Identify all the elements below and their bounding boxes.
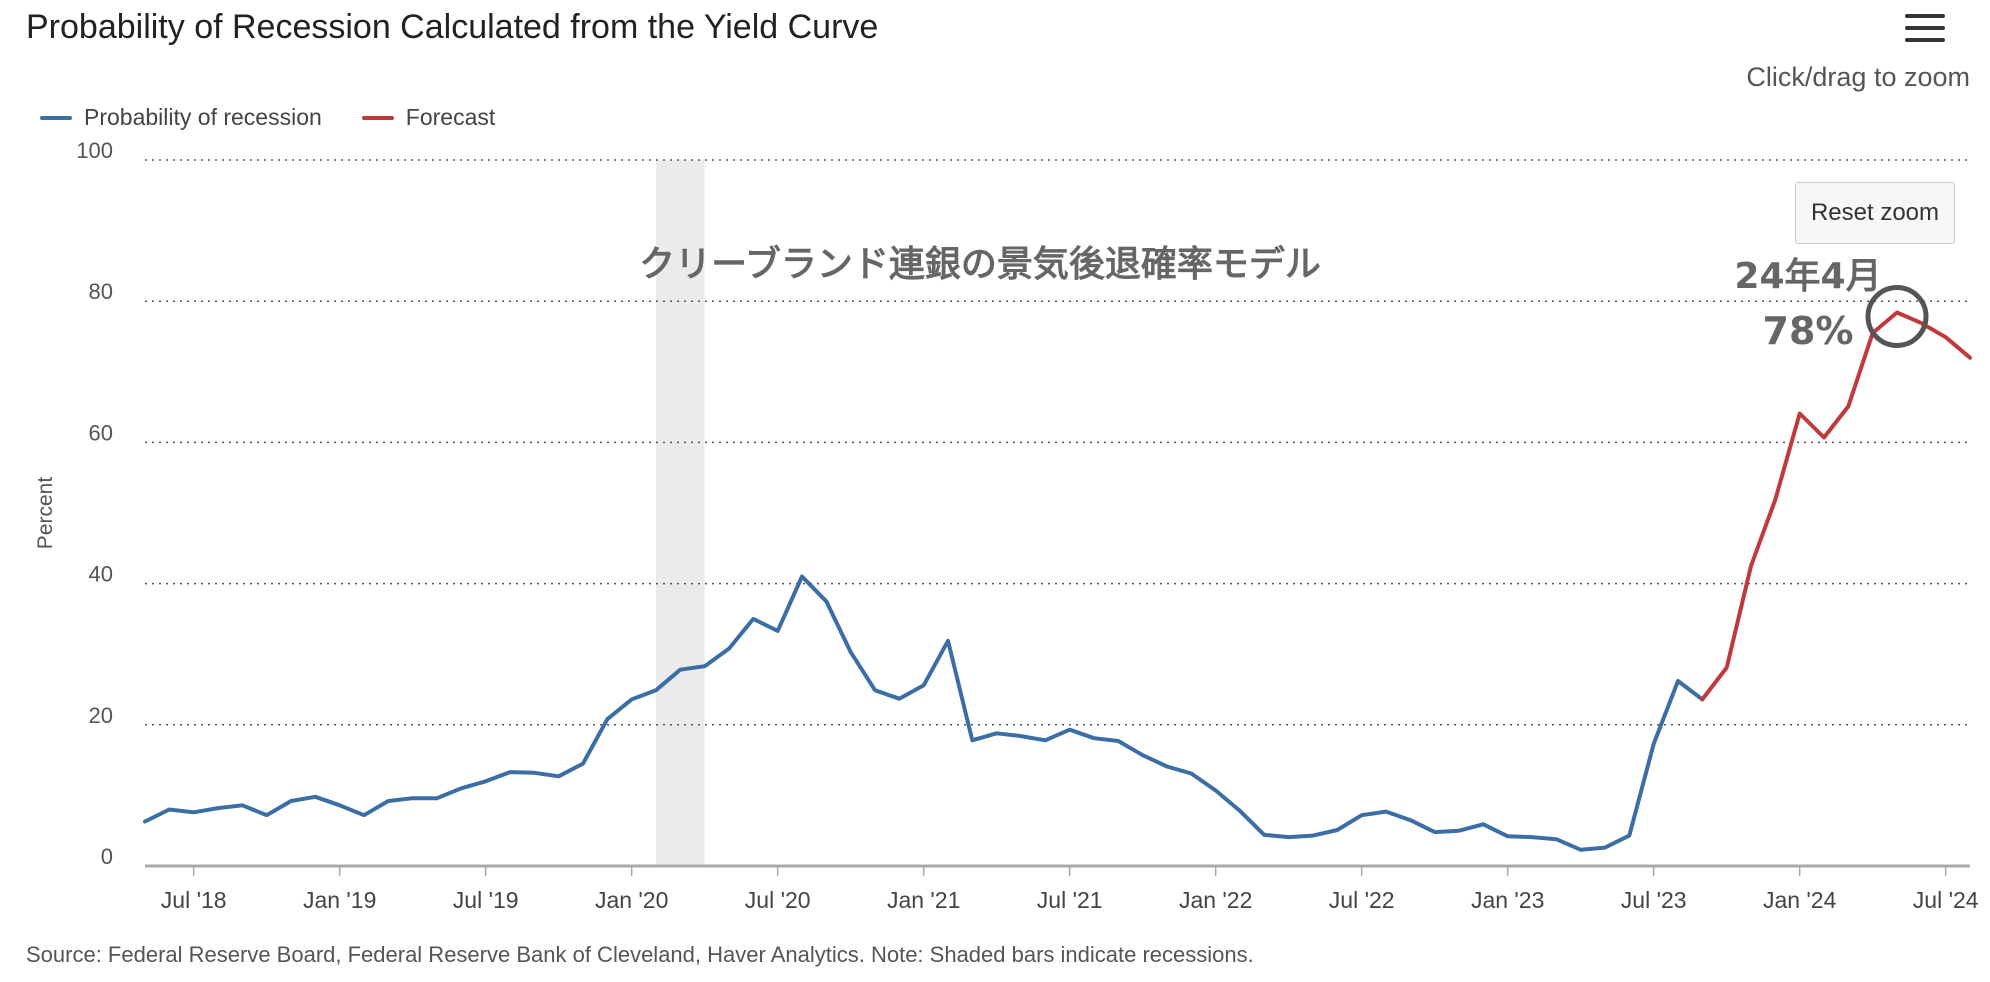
x-tick-label: Jan '21 xyxy=(887,887,960,913)
callout-value: 78% xyxy=(1763,309,1854,353)
chart-title: Probability of Recession Calculated from… xyxy=(26,8,879,46)
chart-legend: Probability of recession Forecast xyxy=(40,104,495,131)
highlight-circle xyxy=(1865,284,1929,348)
series-line[interactable] xyxy=(143,574,1705,852)
hamburger-menu-icon[interactable] xyxy=(1905,14,1945,46)
legend-swatch-forecast xyxy=(361,115,394,120)
x-tick-label: Jul '20 xyxy=(745,887,811,913)
x-tick-label: Jul '19 xyxy=(453,887,519,913)
zoom-hint: Click/drag to zoom xyxy=(1746,62,1970,92)
y-tick-label: 80 xyxy=(89,279,113,304)
y-axis-label: Percent xyxy=(34,477,57,550)
x-tick-label: Jan '19 xyxy=(303,887,376,913)
overlay-annotation: クリーブランド連銀の景気後退確率モデル xyxy=(639,243,1321,285)
x-tick-label: Jul '18 xyxy=(161,887,227,913)
x-tick-label: Jan '24 xyxy=(1763,887,1837,913)
y-tick-label: 100 xyxy=(76,138,113,163)
x-tick-label: Jul '24 xyxy=(1913,887,1979,913)
y-tick-label: 60 xyxy=(89,420,113,445)
reset-zoom-button[interactable]: Reset zoom xyxy=(1795,182,1955,244)
legend-item-forecast[interactable]: Forecast xyxy=(361,104,496,131)
x-tick-label: Jul '22 xyxy=(1329,887,1395,913)
x-tick-label: Jul '21 xyxy=(1037,887,1103,913)
callout-date: 24年4月 xyxy=(1734,256,1881,297)
legend-item-probability[interactable]: Probability of recession xyxy=(40,104,322,131)
legend-label-forecast: Forecast xyxy=(405,104,496,130)
y-tick-label: 20 xyxy=(89,703,113,728)
legend-label-probability: Probability of recession xyxy=(84,104,322,130)
y-tick-label: 0 xyxy=(101,844,113,869)
x-tick-label: Jan '20 xyxy=(595,887,668,913)
recession-shade xyxy=(656,160,705,866)
legend-swatch-probability xyxy=(40,115,72,120)
source-note: Source: Federal Reserve Board, Federal R… xyxy=(26,942,1254,967)
x-tick-label: Jan '23 xyxy=(1471,887,1544,913)
y-tick-label: 40 xyxy=(89,562,113,587)
x-tick-label: Jan '22 xyxy=(1179,887,1252,913)
x-tick-label: Jul '23 xyxy=(1621,887,1687,913)
series-line[interactable] xyxy=(1700,310,1972,702)
